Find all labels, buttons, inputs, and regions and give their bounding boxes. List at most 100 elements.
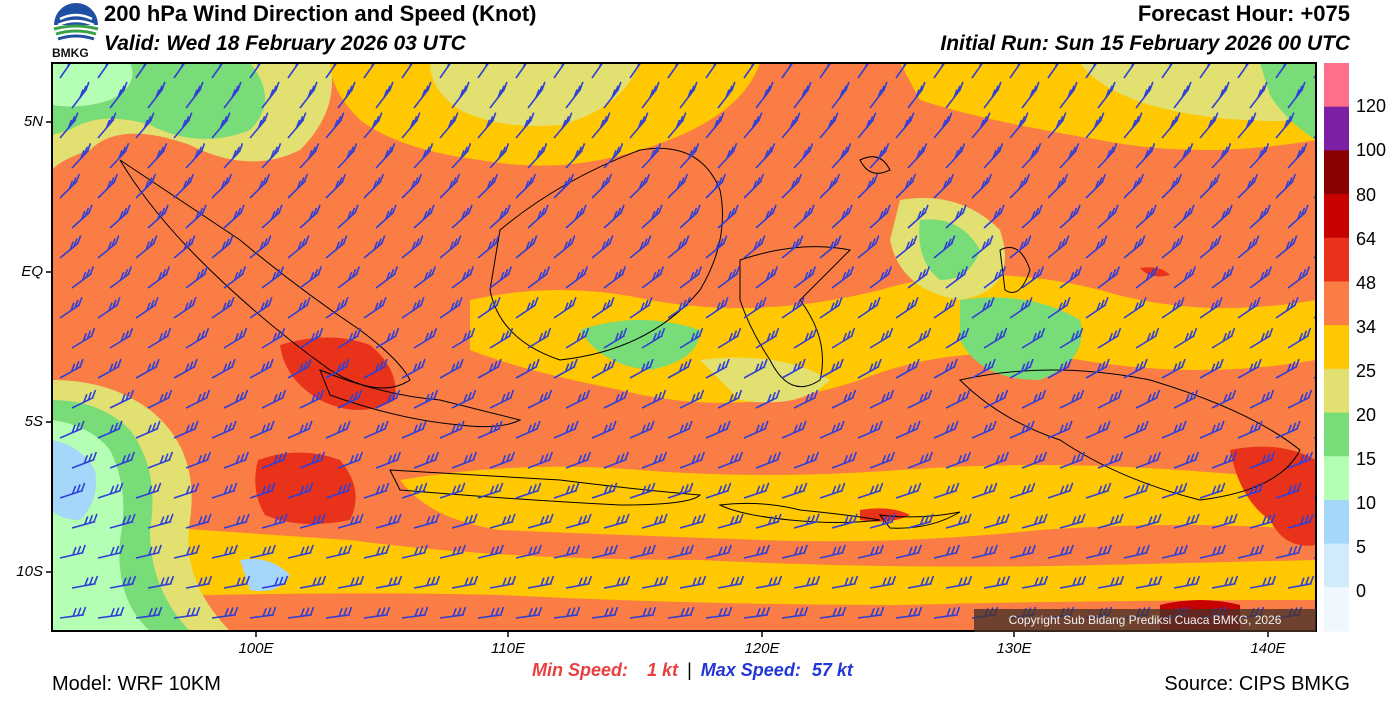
wind-barb <box>1047 544 1074 559</box>
wind-barb <box>1199 544 1226 559</box>
wind-barb <box>1275 482 1302 499</box>
wind-barb <box>945 451 972 469</box>
wind-barb <box>793 451 820 469</box>
wind-barb <box>1123 173 1145 199</box>
wind-barb <box>59 482 86 499</box>
wind-barb <box>819 173 841 199</box>
wind-barb <box>1085 544 1112 559</box>
wind-barb <box>971 420 997 439</box>
wind-barb <box>173 112 193 139</box>
wind-barb <box>755 389 781 409</box>
wind-barb <box>869 327 894 349</box>
wind-barb <box>261 266 285 289</box>
wind-barb <box>249 296 273 319</box>
wind-barb <box>667 420 693 439</box>
wind-barb <box>1211 327 1236 349</box>
wind-barb <box>1021 513 1048 529</box>
wind-barb <box>1237 358 1262 379</box>
colorbar-swatch <box>1324 194 1349 239</box>
wind-barb <box>1237 112 1257 139</box>
lat-label-5s: 5S <box>24 413 43 430</box>
wind-barb <box>553 482 580 499</box>
wind-barb <box>223 266 247 289</box>
wind-barb <box>565 389 591 409</box>
wind-barb <box>363 420 389 439</box>
wind-barb <box>375 81 394 109</box>
wind-barb <box>515 482 542 499</box>
wind-barb <box>1212 638 1238 648</box>
wind-barb <box>337 266 361 289</box>
wind-barb <box>717 204 739 229</box>
wind-barb <box>325 358 350 379</box>
wind-barb <box>1211 266 1235 289</box>
wind-barb <box>489 451 516 469</box>
wind-barb <box>173 606 201 619</box>
wind-barb <box>71 327 96 349</box>
wind-barb <box>946 638 972 648</box>
wind-barb <box>1211 81 1230 109</box>
colorbar-swatch <box>1324 456 1349 501</box>
lon-label-140e: 140E <box>1250 640 1286 657</box>
wind-barb <box>287 544 314 559</box>
wind-barb <box>857 606 885 619</box>
colorbar-swatch <box>1324 368 1349 414</box>
model-label: Model: WRF 10KM <box>52 673 221 695</box>
wind-barb <box>895 112 915 139</box>
wind-barb <box>1059 81 1078 109</box>
wind-barb <box>97 482 124 499</box>
colorbar-label: 100 <box>1356 140 1387 160</box>
wind-barb <box>641 389 667 409</box>
wind-barb <box>971 173 993 199</box>
wind-barb <box>413 266 437 289</box>
wind-barb <box>831 204 853 229</box>
wind-barb <box>1123 420 1149 439</box>
wind-barb <box>743 112 763 139</box>
wind-barb <box>1287 451 1314 469</box>
max-speed-label: Max Speed: <box>700 660 801 680</box>
colorbar-swatch <box>1324 543 1349 588</box>
wind-barb <box>781 112 801 139</box>
wind-barb <box>135 420 161 439</box>
wind-barb <box>325 420 351 439</box>
wind-barb <box>679 143 700 169</box>
wind-barb <box>527 266 551 289</box>
wind-barb <box>337 575 365 589</box>
wind-barb <box>1059 143 1080 169</box>
wind-barb <box>223 81 242 109</box>
wind-barb <box>337 389 363 409</box>
wind-barb <box>375 451 402 469</box>
wind-barb <box>717 143 738 169</box>
wind-barb <box>515 296 539 319</box>
wind-barb <box>743 358 768 379</box>
wind-barb <box>945 575 973 589</box>
wind-barb <box>907 327 932 349</box>
wind-barb <box>679 451 706 469</box>
wind-barb <box>819 358 844 379</box>
wind-barb <box>413 575 441 589</box>
wind-barb <box>135 606 163 619</box>
wind-barb <box>527 451 554 469</box>
wind-barb <box>489 389 515 409</box>
wind-barb <box>1085 112 1105 139</box>
wind-barb <box>870 638 896 648</box>
wind-barb <box>1275 420 1301 439</box>
wind-barb <box>1173 266 1197 289</box>
min-speed-label: Min Speed: <box>532 660 629 680</box>
wind-barb <box>1097 266 1121 289</box>
wind-barb <box>793 81 812 109</box>
wind-barb <box>1161 420 1187 439</box>
wind-barb <box>325 173 347 199</box>
wind-barb <box>325 296 349 319</box>
source-label: Source: CIPS BMKG <box>1164 673 1350 695</box>
wind-barb <box>527 327 552 349</box>
wind-barb <box>59 173 81 199</box>
wind-barb <box>375 389 401 409</box>
wind-barb <box>261 389 287 409</box>
wind-barb <box>781 296 805 319</box>
wind-barb <box>591 296 615 319</box>
wind-barb <box>1287 204 1309 229</box>
wind-barbs <box>59 63 1316 648</box>
wind-barb <box>147 451 174 469</box>
wind-barb <box>401 358 426 379</box>
wind-barb <box>1237 482 1264 499</box>
